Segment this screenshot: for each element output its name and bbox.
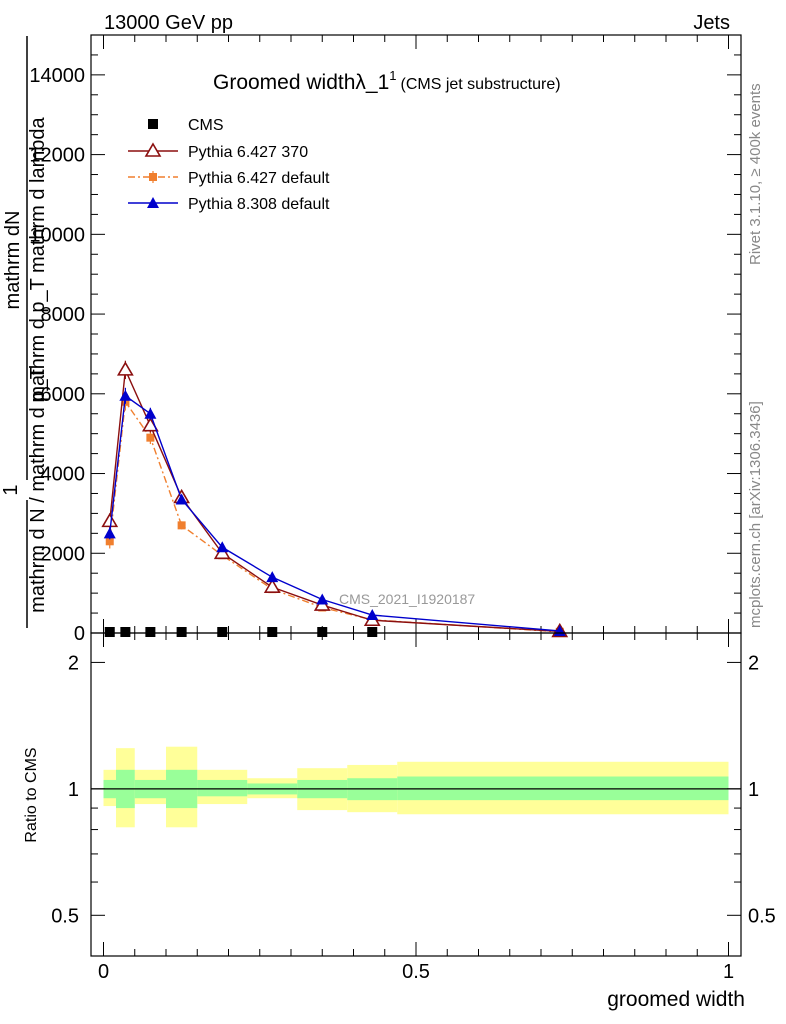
header-left: 13000 GeV pp	[104, 12, 233, 34]
main-y-tick-label: 12000	[29, 145, 85, 167]
main-y-tick-label: 4000	[41, 464, 86, 486]
mcplots-label: mcplots.cern.ch [arXiv:1306.3436]	[747, 401, 764, 628]
legend-item-pythia6-370: Pythia 6.427 370	[128, 142, 308, 161]
pythia8-default-point	[316, 593, 329, 605]
pythia8-default-point	[366, 609, 379, 621]
pythia6-default-series	[105, 393, 564, 636]
pythia8-default-line	[109, 394, 560, 632]
cms-point	[217, 627, 228, 637]
cms-point	[176, 627, 187, 637]
x-tick-label: 1	[723, 961, 734, 983]
pythia6-370-point	[116, 361, 134, 376]
ratio-y-tick-label: 2	[68, 652, 79, 674]
ratio-y-tick-labels: 0.5 0.5 1 1 2 2	[51, 652, 776, 927]
main-ylabel-left: 1	[0, 484, 22, 495]
main-y-tick-label: 10000	[29, 224, 85, 246]
legend-item-pythia6-default: Pythia 6.427 default	[128, 170, 330, 187]
main-y-tick-label: 2000	[41, 543, 86, 565]
main-ylabel-left-denominator: mathrm d N / mathrm d p_T	[27, 367, 49, 613]
chart-title: Groomed widthλ_11 (CMS jet substructure)	[213, 68, 561, 94]
ratio-band-inner	[197, 779, 248, 797]
main-series	[101, 360, 569, 638]
pythia8-default-point	[175, 493, 188, 505]
pythia6-default-line	[109, 399, 560, 633]
x-axis-label: groomed width	[607, 988, 745, 1011]
ratio-frame	[90, 632, 742, 957]
main-y-tick-label: 8000	[41, 304, 86, 326]
rivet-label: Rivet 3.1.10, ≥ 400k events	[747, 83, 764, 265]
legend-item-pythia8-default: Pythia 8.308 default	[128, 196, 330, 213]
pythia8-default-point	[216, 541, 229, 553]
legend-label: Pythia 8.308 default	[188, 196, 330, 213]
cms-point	[367, 627, 378, 637]
main-y-tick-labels: 0 2000 4000 6000 8000 10000 12000 14000	[29, 65, 85, 645]
legend-pythia8-default-point	[147, 197, 159, 208]
legend-cms-point	[148, 119, 158, 129]
pythia6-370-series	[101, 360, 569, 638]
ratio-y-tick-label: 1	[68, 779, 79, 801]
ratio-plot-panel: 0.5 0.51 12 2 0 0.5 1	[51, 632, 776, 983]
chart-title-main: Groomed widthλ_1	[213, 71, 389, 94]
cms-point	[317, 627, 328, 637]
cms-point	[120, 627, 131, 637]
pythia8-default-point	[103, 527, 116, 539]
ratio-ticks	[91, 633, 741, 956]
ratio-bands	[103, 746, 729, 828]
ratio-y-tick-label-right: 1	[748, 779, 759, 801]
pythia6-default-point	[146, 433, 155, 442]
ratio-ylabel: Ratio to CMS	[23, 747, 40, 842]
legend-item-cms: CMS	[148, 117, 224, 134]
pythia6-370-point	[263, 578, 281, 593]
main-y-tick-label: 0	[74, 623, 85, 645]
main-ylabel-denominator: mathrm d p_T mathrm d lambda	[27, 116, 49, 402]
main-ticks	[91, 34, 741, 634]
ratio-y-tick-label-right: 0.5	[748, 905, 776, 927]
legend-pythia6-370-point	[144, 142, 162, 157]
main-y-tick-label: 6000	[41, 384, 86, 406]
x-tick-label: 0.5	[402, 961, 430, 983]
pythia6-default-point	[105, 537, 114, 546]
pythia8-default-point	[266, 571, 279, 583]
chart-title-sup: 1	[389, 68, 396, 83]
main-ylabel-numerator: mathrm dN	[2, 211, 24, 310]
legend-label: Pythia 6.427 370	[188, 144, 308, 161]
ratio-x-tick-labels: 0 0.5 1	[98, 961, 734, 983]
cms-point	[267, 627, 278, 637]
legend: CMS Pythia 6.427 370 Pythia 6.427 default P…	[128, 117, 330, 213]
x-tick-label: 0	[98, 961, 109, 983]
legend-label: Pythia 6.427 default	[188, 170, 330, 187]
main-y-tick-label: 14000	[29, 65, 85, 87]
pythia8-default-point	[144, 407, 157, 419]
ratio-y-tick-label-right: 2	[748, 652, 759, 674]
header-right: Jets	[693, 12, 730, 34]
legend-pythia6-default-point	[149, 173, 157, 181]
cms-point	[145, 627, 156, 637]
chart-subtitle: (CMS jet substructure)	[401, 76, 561, 93]
pythia8-default-series	[103, 387, 566, 637]
watermark: CMS_2021_I1920187	[339, 591, 475, 607]
pythia8-default-point	[119, 389, 132, 401]
ratio-y-tick-label: 0.5	[51, 905, 79, 927]
cms-point	[104, 627, 115, 637]
legend-label: CMS	[188, 117, 224, 134]
pythia6-default-point	[177, 521, 186, 530]
main-plot-panel: 0 2000 4000 6000 8000 10000 12000 14000	[29, 34, 742, 645]
main-y-axis-label: mathrm dN mathrm d p_T mathrm d lambda 1…	[0, 36, 49, 628]
cms-series	[104, 627, 378, 637]
pythia6-370-point	[101, 512, 119, 528]
